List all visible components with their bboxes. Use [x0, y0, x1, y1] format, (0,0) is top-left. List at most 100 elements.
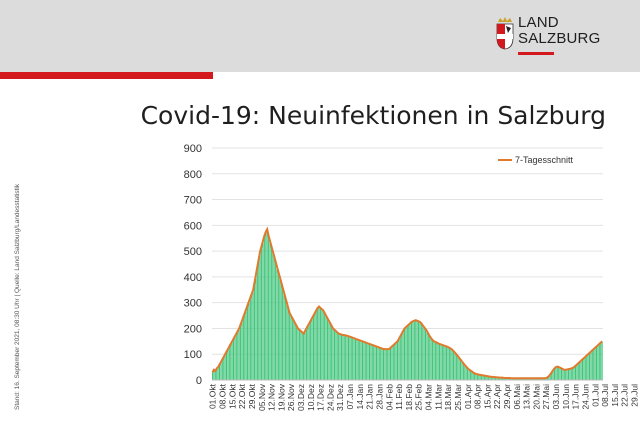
- bar: [254, 282, 256, 380]
- bar: [245, 309, 247, 380]
- x-tick-label: 07.Jan: [345, 384, 355, 410]
- bar: [551, 372, 553, 380]
- y-tick-label: 100: [184, 349, 202, 361]
- bar: [430, 338, 432, 380]
- bar: [476, 374, 478, 380]
- bar: [256, 266, 258, 380]
- bar: [322, 310, 324, 380]
- bar: [553, 368, 555, 380]
- bar: [289, 312, 291, 380]
- bar: [280, 282, 282, 380]
- bar: [291, 318, 293, 380]
- bar: [427, 333, 429, 380]
- x-tick-label: 28.Jan: [374, 384, 384, 410]
- bar: [249, 297, 251, 380]
- bar: [305, 328, 307, 380]
- bar: [503, 377, 505, 380]
- bar: [457, 356, 459, 380]
- bar: [353, 338, 355, 380]
- bar: [409, 323, 411, 380]
- bar: [223, 356, 225, 380]
- bar: [293, 320, 295, 380]
- bar: [213, 369, 215, 380]
- bar: [437, 343, 439, 380]
- bar: [500, 377, 502, 380]
- bar: [378, 347, 380, 380]
- x-tick-label: 15.Okt: [227, 383, 237, 409]
- chart-title: Covid-19: Neuinfektionen in Salzburg: [140, 101, 606, 130]
- bar: [591, 350, 593, 380]
- bar: [469, 370, 471, 380]
- bar: [375, 346, 378, 380]
- x-tick-label: 31.Dez: [335, 384, 345, 411]
- y-axis-ticks: 0 100 200 300 400 500 600 700 800 900: [184, 143, 202, 387]
- bar: [270, 245, 272, 380]
- bar: [455, 354, 457, 380]
- bar: [244, 312, 246, 380]
- bar: [319, 307, 321, 380]
- x-tick-label: 08.Jul: [600, 384, 610, 407]
- bar: [315, 310, 317, 380]
- bar: [380, 348, 382, 380]
- legend: 7-Tagesschnitt: [498, 155, 574, 165]
- y-tick-label: 500: [184, 246, 202, 258]
- bar: [357, 339, 359, 380]
- bar: [214, 370, 216, 380]
- bar: [548, 376, 550, 380]
- bar: [331, 325, 333, 380]
- y-tick-label: 200: [184, 323, 202, 335]
- bar: [235, 333, 237, 380]
- bar: [475, 373, 477, 380]
- bar: [258, 258, 260, 380]
- bar: [286, 302, 288, 380]
- bar: [307, 325, 309, 380]
- bar: [485, 375, 487, 380]
- bar: [251, 293, 253, 380]
- bar: [318, 306, 320, 380]
- bar: [405, 327, 407, 380]
- bar: [496, 377, 498, 380]
- bar: [277, 271, 279, 380]
- bar: [300, 331, 302, 380]
- bar: [490, 376, 492, 380]
- bar: [398, 338, 400, 380]
- bar: [238, 328, 240, 380]
- bar: [347, 336, 349, 380]
- legend-label-7-tagesschnitt: 7-Tagesschnitt: [515, 155, 574, 165]
- logo-line1: LAND: [518, 14, 559, 31]
- bar: [317, 307, 319, 380]
- bar: [416, 320, 418, 380]
- x-tick-label: 21.Jan: [365, 384, 375, 410]
- bar: [303, 333, 305, 380]
- bar: [233, 338, 235, 380]
- bar: [447, 347, 449, 380]
- bar: [488, 376, 490, 380]
- bar: [283, 292, 285, 380]
- bar: [230, 343, 232, 380]
- bar: [556, 366, 558, 380]
- bar: [598, 343, 600, 380]
- bar: [212, 372, 214, 380]
- x-tick-label: 25.Feb: [414, 384, 424, 411]
- x-tick-label: 14.Jan: [355, 384, 365, 410]
- x-tick-label: 18.Mar: [443, 384, 453, 411]
- bar: [570, 368, 572, 380]
- bar: [279, 276, 281, 380]
- y-tick-label: 600: [184, 220, 202, 232]
- bar: [426, 331, 428, 380]
- bar: [555, 367, 557, 380]
- bar: [275, 261, 277, 380]
- bar: [296, 325, 298, 380]
- x-tick-label: 17.Dez: [316, 384, 326, 411]
- bar: [354, 338, 356, 380]
- bar: [573, 367, 575, 380]
- x-tick-label: 10.Jun: [561, 384, 571, 410]
- bar: [343, 335, 345, 380]
- bar: [391, 346, 393, 380]
- bar: [497, 377, 499, 380]
- bar: [394, 343, 396, 380]
- bar: [419, 322, 421, 380]
- x-tick-label: 01.Okt: [208, 383, 218, 409]
- x-tick-label: 04.Feb: [384, 384, 394, 411]
- bar: [422, 325, 424, 380]
